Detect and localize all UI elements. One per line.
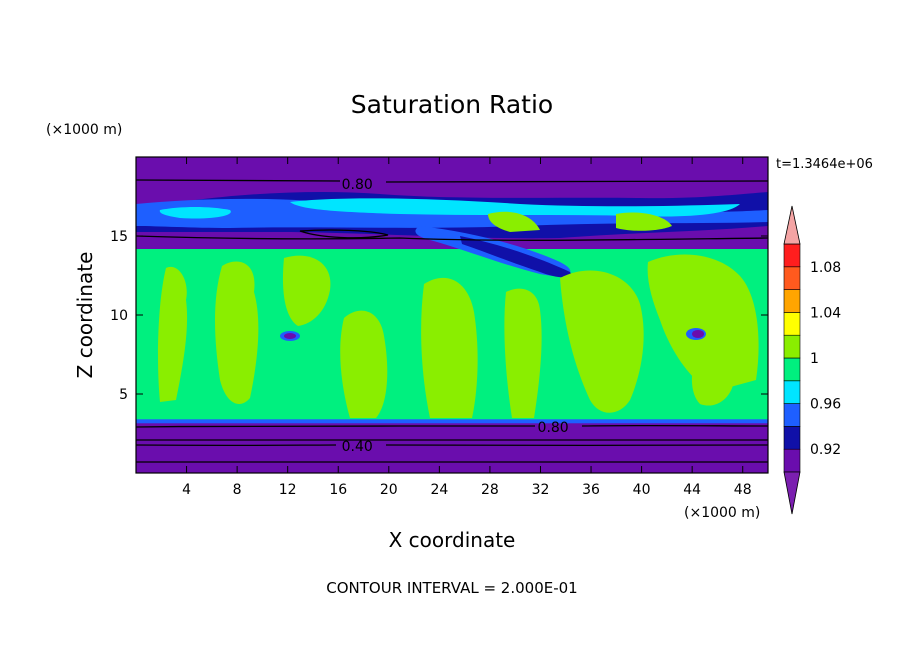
colorbar-band-4 (783, 380, 801, 404)
field-patch-yellow-green-5 (421, 277, 478, 418)
field-patch-cyan-left (159, 207, 231, 219)
x-tick-label-40: 40 (633, 482, 651, 498)
x-tick-label-32: 32 (532, 482, 550, 498)
contour-label-1: 0.80 (342, 177, 373, 193)
field-patch-yellow-green-2 (215, 261, 259, 404)
colorbar-band-6 (783, 334, 801, 359)
contour-labels: 0.80 0.80 0.40 (342, 177, 569, 455)
field-band-diagonal-dark (460, 236, 571, 278)
colorbar-band-8 (783, 289, 801, 313)
y-tick-label-5: 5 (119, 387, 128, 403)
x-tick-label-8: 8 (233, 482, 242, 498)
x-tick-label-48: 48 (734, 482, 752, 498)
colorbar-tick-label-2: 0.96 (810, 397, 841, 413)
x-tick-label-36: 36 (582, 482, 600, 498)
x-axis-label: X coordinate (389, 528, 516, 552)
x-tick-label-20: 20 (380, 482, 398, 498)
colorbar-band-2 (783, 426, 801, 450)
y-axis-label: Z coordinate (73, 252, 97, 379)
colorbar-band-7 (783, 312, 801, 336)
field-patch-yellow-green-8 (560, 270, 644, 413)
field-patch-yellow-green-10 (647, 254, 759, 392)
colorbar-band-3 (783, 403, 801, 427)
field-blob-purple-right (692, 330, 704, 338)
x-axis-ticks: 4 8 12 16 20 24 28 32 36 40 44 48 (182, 157, 752, 498)
field-lower-edge-blue (136, 419, 768, 424)
contour-label-2: 0.80 (538, 420, 569, 436)
colorbar-tick-label-1: 0.92 (810, 442, 841, 458)
x-tick-label-24: 24 (430, 482, 448, 498)
field-lower-dry-layer (136, 422, 768, 473)
y-tick-label-10: 10 (110, 308, 128, 324)
field-patch-yellow-green-1 (158, 266, 188, 402)
colorbar-over-triangle (783, 205, 801, 245)
contour-line-3 (299, 229, 389, 239)
contour-line-1 (136, 179, 341, 182)
x-tick-label-12: 12 (279, 482, 297, 498)
contour-interval-note: CONTOUR INTERVAL = 2.000E-01 (326, 579, 577, 597)
colorbar-tick-label-5: 1.08 (810, 260, 841, 276)
y-unit-label: (×1000 m) (46, 122, 122, 138)
colorbar-band-10 (783, 243, 801, 268)
field-patch-yellow-green-9 (616, 212, 672, 231)
contour-line-2 (385, 180, 768, 183)
field-patch-yellow-green-6 (488, 211, 540, 232)
x-tick-label-16: 16 (329, 482, 347, 498)
colorbar-band-9 (783, 266, 801, 290)
colorbar-under-triangle (783, 471, 801, 515)
contour-line-5 (136, 425, 535, 428)
field-band-cyan (290, 198, 740, 217)
plot-field (136, 157, 768, 473)
x-tick-label-4: 4 (182, 482, 191, 498)
field-patch-yellow-green-11 (691, 356, 735, 406)
colorbar-band-5 (783, 357, 801, 382)
y-tick-label-15: 15 (110, 229, 128, 245)
x-unit-label: (×1000 m) (684, 505, 760, 521)
colorbar-tick-label-3: 1 (810, 351, 819, 367)
chart-title: Saturation Ratio (351, 90, 553, 119)
colorbar: 0.92 0.96 1 1.04 1.08 (783, 205, 841, 515)
x-tick-label-28: 28 (481, 482, 499, 498)
y-axis-ticks: 5 10 15 (110, 229, 768, 403)
contour-line-4 (136, 235, 768, 241)
x-tick-label-44: 44 (683, 482, 701, 498)
time-label: t=1.3464e+06 (776, 157, 873, 172)
field-patch-yellow-green-3 (282, 255, 331, 326)
field-patch-yellow-green-4 (340, 310, 388, 418)
field-patch-yellow-green-7 (504, 288, 542, 418)
colorbar-tick-label-4: 1.04 (810, 305, 841, 321)
field-blob-purple-left (284, 333, 296, 339)
colorbar-band-1 (783, 448, 801, 473)
contour-label-3: 0.40 (342, 439, 373, 455)
